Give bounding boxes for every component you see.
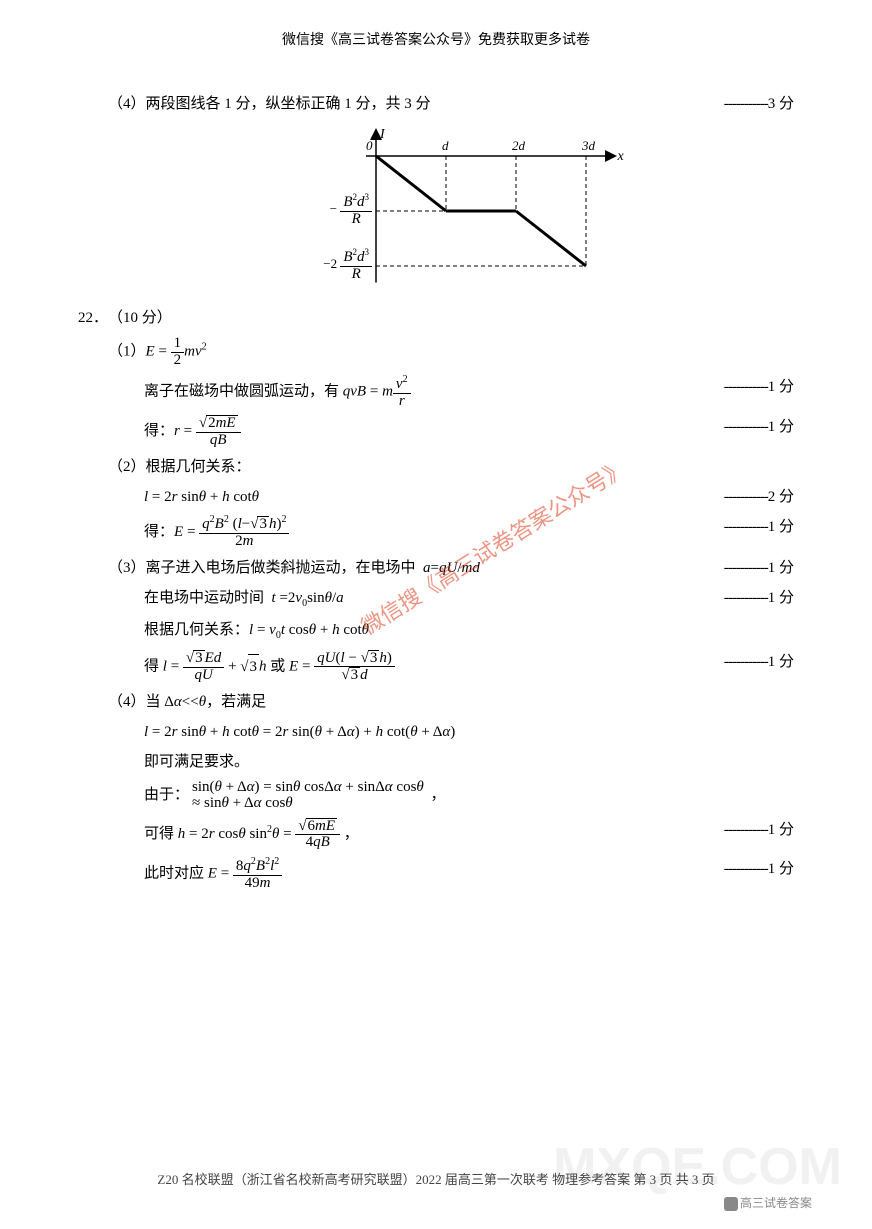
- answer-line: 得：E = q2B2 (l−3h)22m-----------1 分: [78, 515, 794, 550]
- q22-body: （1）E = 12mv2离子在磁场中做圆弧运动，有 qvB = mv2r----…: [78, 336, 794, 891]
- answer-line: l = 2r sinθ + h cotθ-----------2 分: [78, 485, 794, 509]
- line-score: -----------1 分: [724, 515, 794, 539]
- line-score: -----------1 分: [724, 415, 794, 439]
- q21-part4-score: -----------3 分: [724, 92, 794, 116]
- line-content: （1）E = 12mv2: [78, 336, 794, 369]
- svg-text:3d: 3d: [581, 138, 596, 153]
- answer-line: 得 l = 3EdqU + 3h 或 E = qU(l − 3h)3d-----…: [78, 650, 794, 685]
- answer-line: （4）当 Δα<<θ，若满足: [78, 690, 794, 714]
- header-banner: 微信搜《高三试卷答案公众号》免费获取更多试卷: [78, 30, 794, 52]
- svg-text:0: 0: [366, 138, 373, 153]
- line-score: -----------2 分: [724, 485, 794, 509]
- answer-line: l = 2r sinθ + h cotθ = 2r sin(θ + Δα) + …: [78, 720, 794, 744]
- q22-number: 22．: [78, 306, 108, 330]
- wechat-icon: [724, 1197, 738, 1211]
- line-content: 可得 h = 2r cosθ sin2θ = 6mE4qB ，: [78, 818, 724, 852]
- answer-line: 可得 h = 2r cosθ sin2θ = 6mE4qB ，---------…: [78, 818, 794, 852]
- answer-line: （1）E = 12mv2: [78, 336, 794, 369]
- line-content: l = 2r sinθ + h cotθ: [78, 485, 724, 509]
- line-content: （3）离子进入电场后做类斜抛运动，在电场中 a=qU/md: [78, 556, 724, 580]
- answer-line: 即可满足要求。: [78, 750, 794, 774]
- chart-container: 0d2d3dIx− B2d3R−2 B2d3R: [138, 126, 794, 296]
- line-content: 根据几何关系：l = v0t cosθ + h cotθ: [78, 618, 794, 644]
- line-content: 即可满足要求。: [78, 750, 794, 774]
- line-content: 得：r = 2mEqB: [78, 415, 724, 449]
- line-score: -----------1 分: [724, 857, 794, 881]
- q21-part4-row: （4）两段图线各 1 分，纵坐标正确 1 分，共 3 分 -----------…: [78, 92, 794, 116]
- page-footer: Z20 名校联盟（浙江省名校新高考研究联盟）2022 届高三第一次联考 物理参考…: [0, 1170, 872, 1191]
- score-dashes: -----------: [724, 96, 768, 112]
- svg-text:2d: 2d: [512, 138, 526, 153]
- line-content: 在电场中运动时间 t =2v0sinθ/a: [78, 586, 724, 612]
- line-score: -----------1 分: [724, 650, 794, 674]
- answer-line: 在电场中运动时间 t =2v0sinθ/a-----------1 分: [78, 586, 794, 612]
- answer-line: 得：r = 2mEqB-----------1 分: [78, 415, 794, 449]
- line-content: 由于：sin(θ + Δα) = sinθ cosΔα + sinΔα cosθ…: [78, 780, 794, 812]
- score-value: 3 分: [768, 96, 794, 112]
- svg-text:x: x: [617, 149, 625, 164]
- answer-line: （3）离子进入电场后做类斜抛运动，在电场中 a=qU/md-----------…: [78, 556, 794, 580]
- line-content: 离子在磁场中做圆弧运动，有 qvB = mv2r: [78, 375, 724, 410]
- answer-line: 由于：sin(θ + Δα) = sinθ cosΔα + sinΔα cosθ…: [78, 780, 794, 812]
- line-content: 得 l = 3EdqU + 3h 或 E = qU(l − 3h)3d: [78, 650, 724, 685]
- line-content: 此时对应 E = 8q2B2l249m: [78, 857, 724, 892]
- line-content: （4）当 Δα<<θ，若满足: [78, 690, 794, 714]
- line-content: 得：E = q2B2 (l−3h)22m: [78, 515, 724, 550]
- svg-text:d: d: [442, 138, 449, 153]
- answer-line: 离子在磁场中做圆弧运动，有 qvB = mv2r-----------1 分: [78, 375, 794, 410]
- svg-text:I: I: [379, 127, 386, 142]
- line-score: -----------1 分: [724, 375, 794, 399]
- line-score: -----------1 分: [724, 586, 794, 610]
- q22-total: （10 分）: [108, 306, 794, 330]
- line-content: l = 2r sinθ + h cotθ = 2r sin(θ + Δα) + …: [78, 720, 794, 744]
- line-score: -----------1 分: [724, 556, 794, 580]
- chart-svg: 0d2d3dIx− B2d3R−2 B2d3R: [306, 126, 626, 296]
- answer-line: 此时对应 E = 8q2B2l249m-----------1 分: [78, 857, 794, 892]
- q21-part4-text: （4）两段图线各 1 分，纵坐标正确 1 分，共 3 分: [78, 92, 724, 116]
- answer-line: （2）根据几何关系：: [78, 455, 794, 479]
- q22-header-row: 22． （10 分）: [78, 306, 794, 330]
- line-score: -----------1 分: [724, 818, 794, 842]
- sub-footer-text: 高三试卷答案: [740, 1196, 812, 1210]
- answer-line: 根据几何关系：l = v0t cosθ + h cotθ: [78, 618, 794, 644]
- sub-footer: 高三试卷答案: [724, 1194, 812, 1213]
- line-content: （2）根据几何关系：: [78, 455, 794, 479]
